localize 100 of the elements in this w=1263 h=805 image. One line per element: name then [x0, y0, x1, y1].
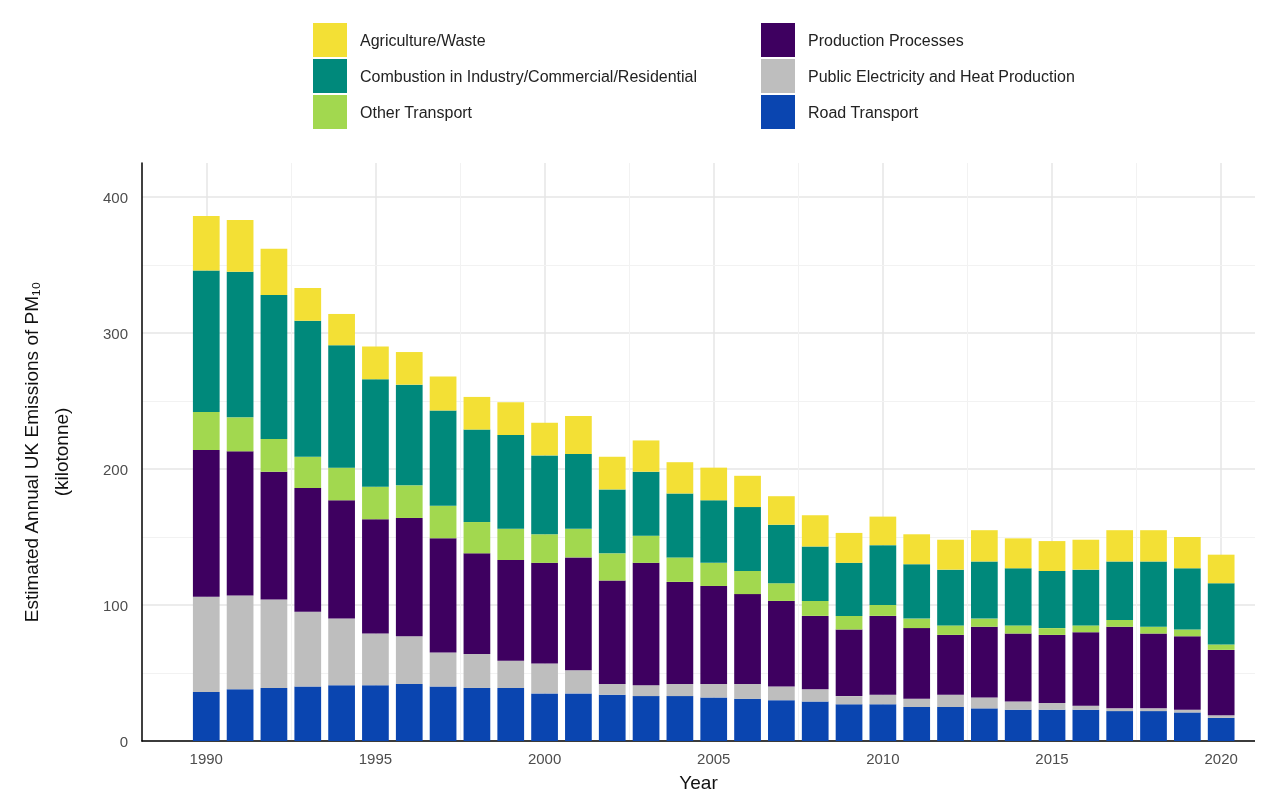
- bar: [971, 626, 998, 698]
- bar: [835, 562, 863, 616]
- bar: [1004, 625, 1032, 634]
- bar: [734, 507, 761, 571]
- bar: [226, 220, 254, 272]
- bar: [971, 530, 998, 562]
- bar: [395, 683, 423, 741]
- bar: [362, 379, 389, 487]
- bar: [395, 636, 423, 684]
- bar: [768, 686, 795, 701]
- bar: [565, 693, 592, 741]
- bar: [937, 694, 964, 707]
- y-axis-title: Estimated Annual UK Emissions of PM₁₀ (kilotonne): [20, 281, 72, 623]
- bar: [801, 600, 829, 616]
- bar: [937, 569, 964, 626]
- bar: [1173, 712, 1201, 741]
- bar: [1072, 569, 1100, 626]
- bar: [734, 594, 761, 684]
- bar: [463, 553, 491, 654]
- y-tick-label: 400: [102, 188, 128, 206]
- bar: [768, 700, 795, 741]
- bar: [768, 600, 795, 687]
- bar: [429, 376, 457, 411]
- bar: [598, 580, 626, 684]
- bar: [1173, 629, 1201, 637]
- bar: [632, 440, 660, 472]
- bar: [869, 605, 897, 616]
- bar: [666, 696, 694, 741]
- bar: [666, 557, 694, 582]
- bar: [1072, 632, 1100, 706]
- bar: [869, 545, 897, 605]
- bar: [362, 486, 389, 520]
- x-tick-label: 1990: [189, 750, 223, 767]
- bar: [801, 689, 829, 702]
- bar: [1004, 633, 1032, 702]
- bar: [497, 402, 525, 435]
- bar: [1140, 708, 1167, 712]
- bar: [531, 562, 558, 664]
- bar: [463, 653, 491, 688]
- bar: [734, 475, 761, 508]
- bar: [192, 692, 220, 741]
- bar: [1038, 634, 1066, 703]
- bar: [260, 687, 288, 741]
- bar: [1072, 705, 1100, 710]
- bar: [971, 697, 998, 709]
- bar: [1207, 715, 1235, 718]
- y-tick-label: 0: [119, 732, 128, 750]
- bar: [1207, 649, 1235, 716]
- bar: [192, 411, 220, 450]
- bar: [260, 471, 288, 600]
- bar: [1072, 625, 1100, 633]
- legend-label: Combustion in Industry/Commercial/Residential: [360, 67, 698, 85]
- bar: [531, 422, 558, 456]
- bar: [903, 707, 931, 741]
- bar: [801, 615, 829, 690]
- bar: [1207, 583, 1235, 645]
- bar: [1072, 709, 1100, 741]
- bar: [1140, 711, 1167, 741]
- bar: [565, 528, 592, 558]
- bar: [395, 352, 423, 385]
- bar: [1140, 561, 1167, 627]
- x-tick-label: 2000: [527, 750, 562, 767]
- y-tick-label: 300: [102, 324, 128, 342]
- y-tick-label: 200: [102, 460, 128, 478]
- bar: [1038, 571, 1066, 629]
- bar: [1106, 626, 1134, 709]
- bar: [463, 429, 491, 523]
- bar: [1072, 539, 1100, 570]
- bar: [700, 467, 728, 501]
- x-tick-label: 2020: [1204, 750, 1238, 767]
- bar: [835, 696, 863, 705]
- bar: [429, 538, 457, 653]
- bar: [1106, 530, 1134, 562]
- bar: [1106, 619, 1134, 627]
- bar: [1140, 633, 1167, 709]
- bar: [971, 708, 998, 741]
- bar: [971, 618, 998, 627]
- bar: [395, 485, 423, 518]
- bar: [294, 488, 322, 612]
- bar: [531, 534, 558, 563]
- bar: [260, 248, 288, 295]
- bar: [294, 320, 322, 457]
- bar: [734, 571, 761, 595]
- bar: [1004, 701, 1032, 710]
- bar: [835, 704, 863, 741]
- bar: [192, 596, 220, 693]
- bar: [497, 660, 525, 688]
- legend-label: Road Transport: [808, 103, 919, 121]
- bar: [801, 546, 829, 601]
- bar: [1173, 537, 1201, 569]
- bar: [463, 396, 491, 430]
- bar: [801, 701, 829, 741]
- bar: [362, 346, 389, 380]
- bar: [869, 694, 897, 705]
- x-tick-label: 2015: [1035, 750, 1069, 767]
- bar: [429, 686, 457, 741]
- bar: [971, 561, 998, 619]
- bar: [260, 599, 288, 688]
- bar: [429, 505, 457, 539]
- bar: [700, 585, 728, 684]
